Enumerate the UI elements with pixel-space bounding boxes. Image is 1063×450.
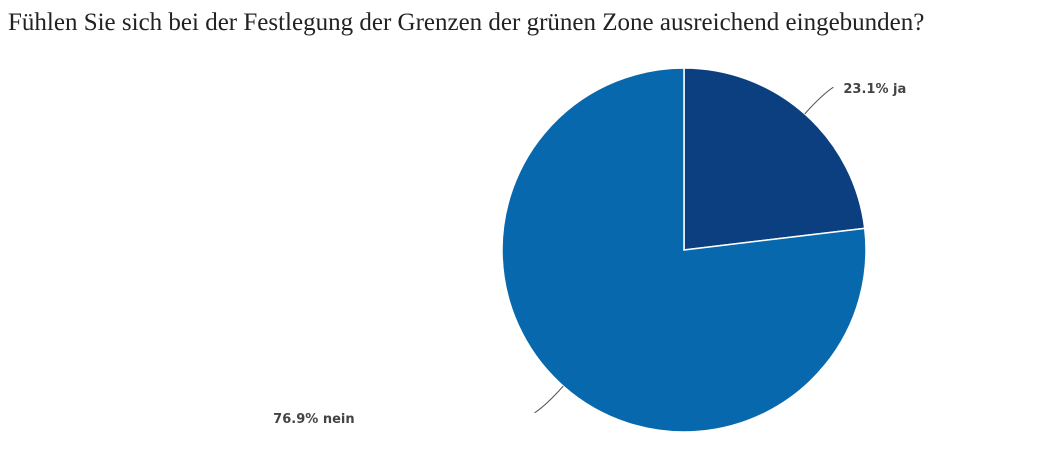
pie-slice [683, 67, 866, 251]
category-label: nein [323, 411, 355, 426]
value-label: 76.9% [273, 411, 318, 426]
value-label: 23.1% [843, 82, 888, 97]
chart-title: Fühlen Sie sich bei der Festlegung der G… [8, 9, 924, 36]
leader-line [804, 86, 834, 115]
slice-label: 23.1% ja [843, 82, 906, 97]
pie-slice [501, 67, 867, 433]
slice-label: 76.9% nein [273, 411, 354, 426]
category-label: ja [892, 82, 906, 97]
leader-line [534, 385, 564, 414]
